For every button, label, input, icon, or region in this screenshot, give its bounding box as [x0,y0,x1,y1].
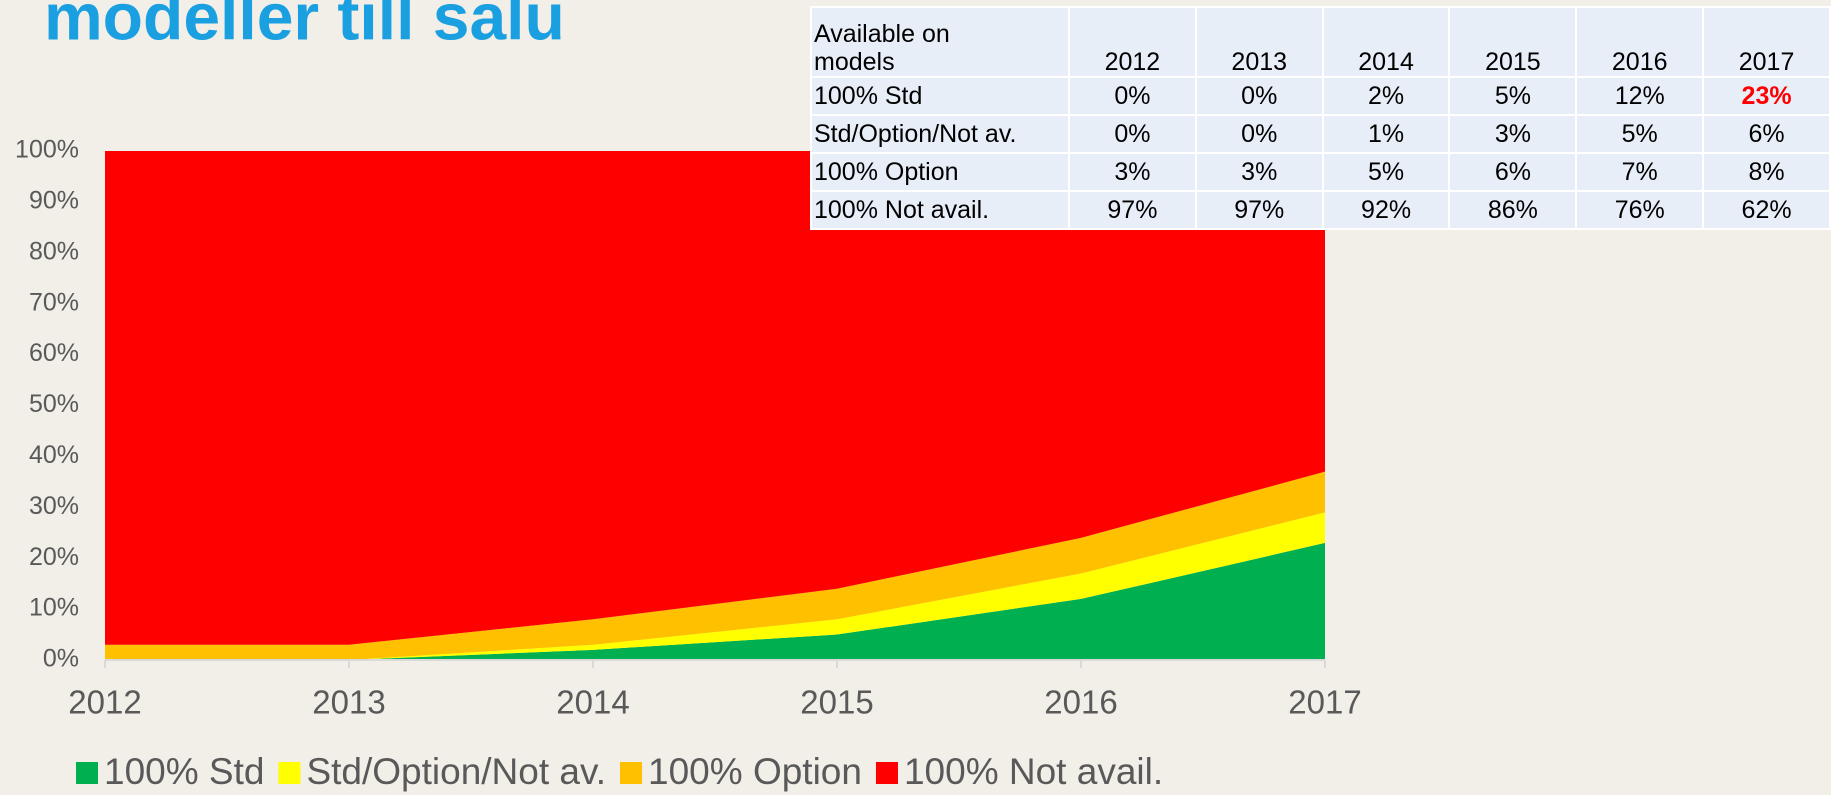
table-cell: 3% [1448,114,1578,154]
table-cell: 2016 [1575,6,1705,78]
x-tick-label: 2015 [800,684,873,721]
legend-label: 100% Std [104,751,264,792]
table-cell: 100% Option [810,152,1070,192]
table-cell: 12% [1575,76,1705,116]
table-row: 100% Std 0% 0% 2% 5% 12% 23% [810,76,1831,116]
table-cell: 3% [1194,152,1324,192]
y-tick-label: 40% [29,441,79,469]
legend-label: 100% Not avail. [904,751,1163,792]
legend-label: 100% Option [648,751,862,792]
table-row: 100% Option 3% 3% 5% 6% 7% 8% [810,152,1831,192]
x-tick-label: 2013 [312,684,385,721]
area [105,512,1325,660]
table-cell: 100% Std [810,76,1070,116]
x-tick-label: 2014 [556,684,629,721]
area [105,542,1325,660]
table-cell: 86% [1448,190,1578,230]
y-tick-label: 60% [29,339,79,367]
chart-title: modeller till salu [44,0,565,53]
table-cell: 7% [1575,152,1705,192]
area [105,151,1325,645]
y-tick-label: 100% [15,136,79,164]
table-cell: 2% [1321,76,1451,116]
table-cell: 92% [1321,190,1451,230]
y-tick-label: 50% [29,390,79,418]
table-cell: Available on models [810,6,1070,78]
y-tick-label: 20% [29,543,79,571]
table-cell: 5% [1321,152,1451,192]
y-tick-label: 80% [29,237,79,265]
legend-swatch [875,762,898,784]
table-cell: 8% [1702,152,1831,192]
table-row: 100% Not avail. 97% 97% 92% 86% 76% 62% [810,190,1831,230]
legend: 100% Std Std/Option/Not av. 100% Option 100… [76,751,1163,792]
y-tick-label: 30% [29,492,79,520]
table-cell: 76% [1575,190,1705,230]
table-cell: 2014 [1321,6,1451,78]
table-cell: 97% [1194,190,1324,230]
table-cell: 6% [1702,114,1831,154]
table-cell: 5% [1448,76,1578,116]
table-cell: 62% [1702,190,1831,230]
data-table: Available on models 2012 2013 2014 2015 2016 2… [810,6,1831,230]
y-tick-label: 10% [29,594,79,622]
y-tick-label: 90% [29,187,79,215]
table-cell: 0% [1194,114,1324,154]
y-tick-label: 70% [29,288,79,316]
legend-swatch [76,762,98,784]
table-row: Std/Option/Not av. 0% 0% 1% 3% 5% 6% [810,114,1831,154]
table-cell: Std/Option/Not av. [810,114,1070,154]
legend-swatch [620,762,643,784]
table-cell: 0% [1194,76,1324,116]
table-cell: 97% [1068,190,1197,230]
table-row: Available on models 2012 2013 2014 2015 2016 2… [810,6,1831,78]
table-cell: 5% [1575,114,1705,154]
table-cell: 2012 [1068,6,1197,78]
x-tick-label: 2017 [1288,684,1361,721]
legend-swatch [278,762,301,784]
x-tick-label: 2012 [68,684,141,721]
table-cell: 23% [1702,76,1831,116]
table-cell: 100% Not avail. [810,190,1070,230]
table-cell: 0% [1068,76,1197,116]
table-cell: 2017 [1702,6,1831,78]
table-cell: 2015 [1448,6,1578,78]
area [105,471,1325,660]
table-cell: 3% [1068,152,1197,192]
table-cell: 6% [1448,152,1578,192]
y-tick-label: 0% [43,645,79,673]
legend-label: Std/Option/Not av. [306,751,606,792]
table-cell: 0% [1068,114,1197,154]
x-tick-label: 2016 [1044,684,1117,721]
table-cell: 1% [1321,114,1451,154]
table-cell: 2013 [1194,6,1324,78]
